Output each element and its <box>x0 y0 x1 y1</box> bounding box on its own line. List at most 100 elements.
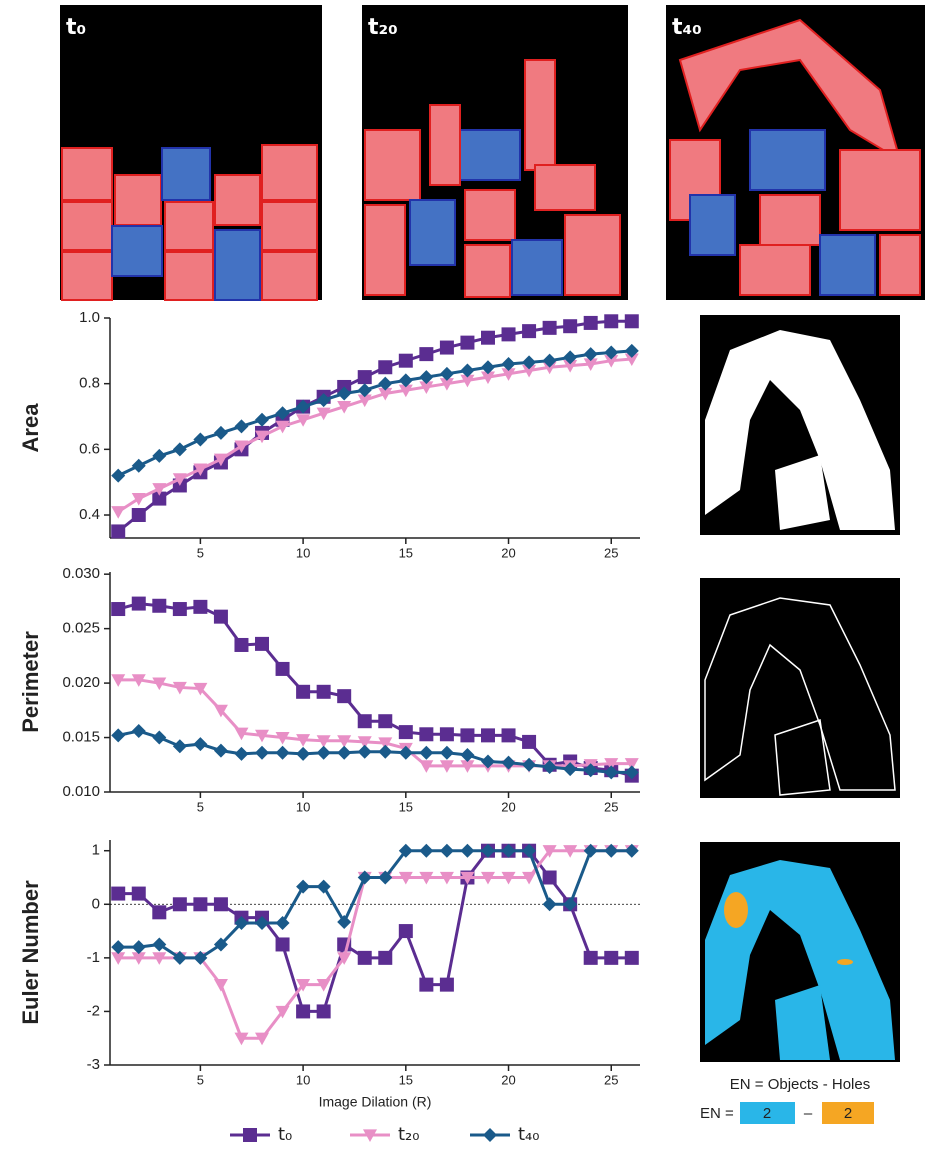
y-axis-label: Perimeter <box>18 631 43 733</box>
point <box>625 314 639 328</box>
point <box>214 426 228 440</box>
cell <box>535 165 595 210</box>
en-objects: 2 <box>763 1105 771 1122</box>
point <box>132 887 146 901</box>
point <box>132 597 146 611</box>
point <box>111 728 125 742</box>
point <box>276 916 290 930</box>
point <box>378 951 392 965</box>
point <box>337 746 351 760</box>
cell <box>262 145 317 200</box>
point <box>399 354 413 368</box>
cell <box>62 148 112 200</box>
point <box>419 844 433 858</box>
panel-label: t₄₀ <box>672 15 702 40</box>
point <box>193 600 207 614</box>
point <box>173 739 187 753</box>
point <box>214 897 228 911</box>
point <box>460 844 474 858</box>
point <box>132 724 146 738</box>
cell <box>262 202 317 250</box>
point <box>255 746 269 760</box>
y-tick-label: -1 <box>87 949 100 966</box>
y-tick-label: 0.4 <box>79 506 100 523</box>
point <box>255 413 269 427</box>
point <box>440 746 454 760</box>
point <box>214 610 228 624</box>
point <box>132 459 146 473</box>
point <box>378 360 392 374</box>
x-tick-label: 15 <box>399 1072 413 1087</box>
point <box>419 746 433 760</box>
point <box>234 419 248 433</box>
x-tick-label: 10 <box>296 545 310 560</box>
cell <box>62 202 112 250</box>
point <box>522 735 536 749</box>
point <box>337 915 351 929</box>
point <box>214 979 228 992</box>
figure: t₀ t₂₀ t₄₀ EN = Objects - Holes EN = 2 –… <box>0 0 928 1154</box>
point <box>111 887 125 901</box>
panel-label: t₀ <box>66 15 86 40</box>
point <box>419 347 433 361</box>
point <box>419 727 433 741</box>
cell <box>410 200 455 265</box>
point <box>234 747 248 761</box>
x-tick-label: 25 <box>604 545 618 560</box>
point <box>173 442 187 456</box>
point <box>152 449 166 463</box>
point <box>502 756 516 770</box>
point <box>481 728 495 742</box>
y-tick-label: 0.8 <box>79 375 100 392</box>
point <box>358 370 372 384</box>
point <box>440 978 454 992</box>
x-tick-label: 25 <box>604 1072 618 1087</box>
cell <box>750 130 825 190</box>
cell <box>62 252 112 300</box>
cell <box>115 175 161 225</box>
x-axis-label: Image Dilation (R) <box>319 1094 432 1110</box>
cell <box>112 226 162 276</box>
cell <box>690 195 735 255</box>
point <box>276 937 290 951</box>
point <box>111 940 125 954</box>
point <box>604 951 618 965</box>
cell <box>365 205 405 295</box>
point <box>399 924 413 938</box>
cell <box>820 235 875 295</box>
en-minus: – <box>804 1105 813 1122</box>
point <box>337 689 351 703</box>
point <box>296 1004 310 1018</box>
point <box>317 1004 331 1018</box>
point <box>543 321 557 335</box>
cell <box>215 230 260 300</box>
point <box>111 602 125 616</box>
cell <box>525 60 555 170</box>
point <box>317 880 331 894</box>
cell <box>840 150 920 230</box>
point <box>234 638 248 652</box>
point <box>132 940 146 954</box>
point <box>440 844 454 858</box>
point <box>152 905 166 919</box>
y-tick-label: 0.010 <box>62 783 100 800</box>
y-tick-label: 0.015 <box>62 729 100 746</box>
x-tick-label: 15 <box>399 799 413 814</box>
series-line <box>118 321 632 531</box>
point <box>604 314 618 328</box>
y-tick-label: 0.6 <box>79 440 100 457</box>
point <box>358 714 372 728</box>
point <box>378 714 392 728</box>
point <box>563 319 577 333</box>
hole <box>837 959 853 965</box>
y-tick-label: 0.025 <box>62 620 100 637</box>
point <box>193 432 207 446</box>
point <box>522 758 536 772</box>
cell <box>455 130 520 180</box>
point <box>460 336 474 350</box>
x-tick-label: 5 <box>197 799 204 814</box>
point <box>296 880 310 894</box>
y-tick-label: -3 <box>87 1056 100 1073</box>
series-line <box>118 359 632 512</box>
point <box>111 524 125 538</box>
